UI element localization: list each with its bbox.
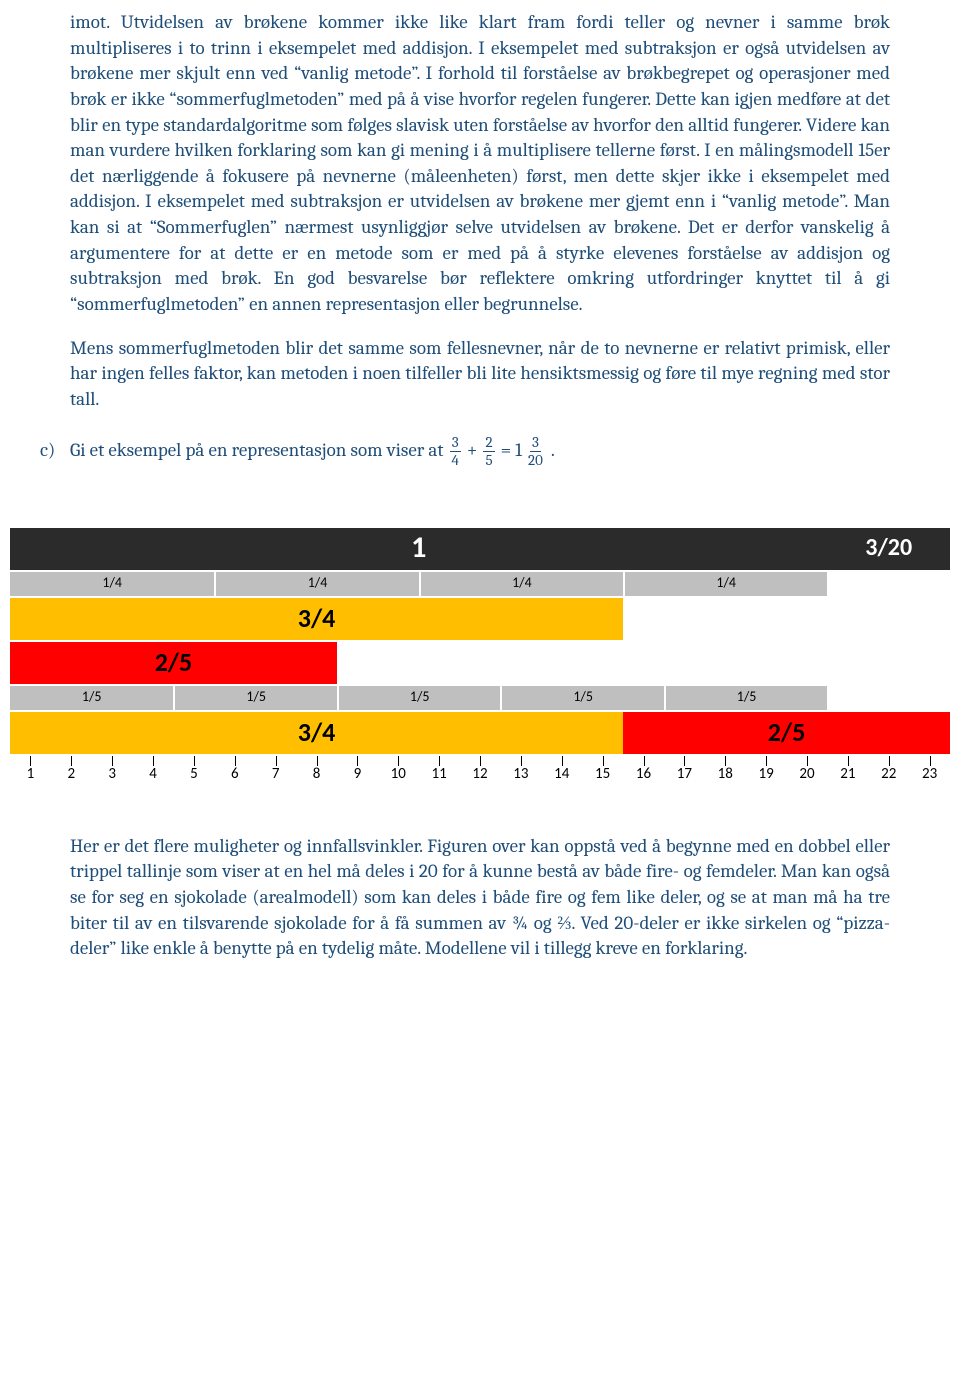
question-label: c) xyxy=(40,438,70,464)
ruler-tick-label: 19 xyxy=(759,764,774,784)
ruler-tick-label: 6 xyxy=(231,764,239,784)
question-text: Gi et eksempel på en representasjon som … xyxy=(70,435,555,468)
ruler-tick-label: 8 xyxy=(313,764,321,784)
equals-sign: = xyxy=(501,438,512,464)
bar-three-quarters-orange: 3/4 xyxy=(10,598,623,640)
ruler-tick-label: 20 xyxy=(799,764,814,784)
ruler-tick-label: 13 xyxy=(513,764,528,784)
segment-fifth: 1/5 xyxy=(173,686,336,710)
ruler-tick-label: 12 xyxy=(472,764,487,784)
ruler-tick-label: 10 xyxy=(391,764,406,784)
ruler-tick-label: 23 xyxy=(922,764,937,784)
ruler-tick-label: 21 xyxy=(840,764,855,784)
ruler-tick-label: 7 xyxy=(272,764,280,784)
segment-quarter: 1/4 xyxy=(214,572,418,596)
fraction-3-4: 3 4 xyxy=(450,435,461,468)
paragraph-1: imot. Utvidelsen av brøkene kommer ikke … xyxy=(70,10,890,318)
ruler-tick-label: 2 xyxy=(67,764,75,784)
ruler-tick-label: 9 xyxy=(354,764,362,784)
fraction-diagram: 13/201/41/41/41/43/42/51/51/51/51/51/53/… xyxy=(10,528,950,784)
paragraph-2: Mens sommerfuglmetoden blir det samme so… xyxy=(70,336,890,413)
bar-three-twentieths: 3/20 xyxy=(827,528,950,570)
segment-quarter: 1/4 xyxy=(10,572,214,596)
ruler-tick-label: 4 xyxy=(149,764,157,784)
ruler-tick-label: 22 xyxy=(881,764,896,784)
ruler-tick-label: 3 xyxy=(108,764,116,784)
segment-fifth: 1/5 xyxy=(500,686,663,710)
ruler-tick-label: 5 xyxy=(190,764,198,784)
bar-one-whole: 1 xyxy=(10,528,827,570)
mixed-number: 1 3 20 xyxy=(515,435,547,468)
question-suffix: . xyxy=(551,438,555,464)
ruler-tick-label: 18 xyxy=(718,764,733,784)
segment-fifth: 1/5 xyxy=(10,686,173,710)
ruler-tick-label: 15 xyxy=(595,764,610,784)
ruler-tick-label: 1 xyxy=(27,764,35,784)
bar-two-fifths-red: 2/5 xyxy=(10,642,337,684)
bar-sum-two-fifths: 2/5 xyxy=(623,712,950,754)
ruler: 1234567891011121314151617181920212223 xyxy=(10,756,950,784)
segment-fifth: 1/5 xyxy=(664,686,827,710)
plus-sign: + xyxy=(467,438,478,464)
paragraph-3: Her er det flere muligheter og innfallsv… xyxy=(70,834,890,962)
fraction-3-20: 3 20 xyxy=(526,435,545,468)
ruler-tick-label: 17 xyxy=(677,764,692,784)
segment-fifth: 1/5 xyxy=(337,686,500,710)
segment-quarter: 1/4 xyxy=(623,572,827,596)
fraction-2-5: 2 5 xyxy=(483,435,494,468)
ruler-tick-label: 16 xyxy=(636,764,651,784)
question-c: c) Gi et eksempel på en representasjon s… xyxy=(40,435,890,468)
ruler-tick-label: 14 xyxy=(554,764,569,784)
question-prefix: Gi et eksempel på en representasjon som … xyxy=(70,438,444,464)
ruler-tick-label: 11 xyxy=(432,764,447,784)
bar-sum-three-quarters: 3/4 xyxy=(10,712,623,754)
segment-quarter: 1/4 xyxy=(419,572,623,596)
